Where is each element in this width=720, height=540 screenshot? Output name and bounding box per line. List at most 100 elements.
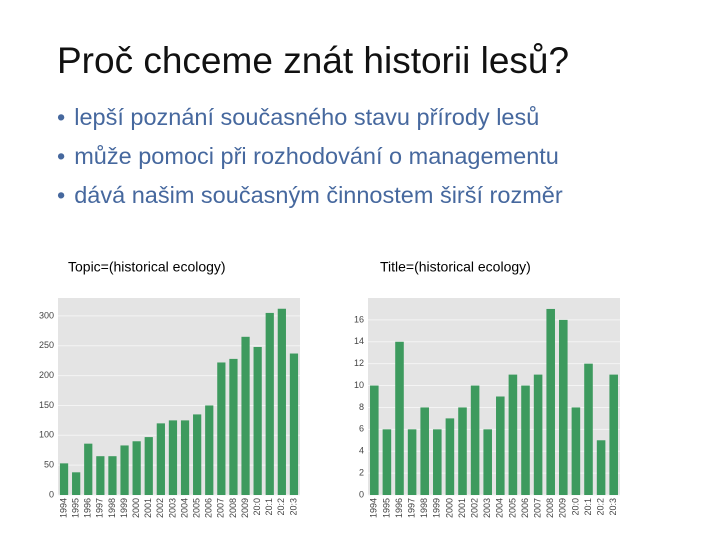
bar — [241, 336, 250, 495]
bar — [370, 385, 379, 495]
bar — [108, 456, 117, 495]
bar — [193, 414, 202, 495]
y-tick-label: 200 — [39, 370, 54, 380]
bar — [168, 420, 178, 495]
x-tick-label: 1995 — [71, 498, 81, 518]
x-tick-label: 1998 — [107, 498, 117, 518]
x-tick-label: 2006 — [204, 498, 214, 518]
x-tick-label: 2005 — [507, 498, 517, 518]
x-tick-label: 2000 — [444, 498, 454, 518]
bar — [559, 319, 568, 495]
x-tick-label: 1996 — [394, 498, 404, 518]
x-tick-label: 2002 — [155, 498, 165, 518]
y-tick-label: 4 — [359, 446, 364, 456]
y-tick-label: 16 — [354, 314, 364, 324]
bar — [407, 429, 417, 495]
x-tick-label: 20:1 — [264, 498, 274, 516]
plot-area — [368, 298, 620, 495]
x-tick-label: 1999 — [432, 498, 442, 518]
bar — [546, 308, 555, 495]
x-tick-label: 2002 — [469, 498, 479, 518]
chart-title: Topic=(historical ecology) — [68, 259, 226, 275]
bullet: může pomoci při rozhodování o management… — [57, 137, 563, 176]
x-tick-label: 2003 — [167, 498, 177, 518]
bar — [433, 429, 442, 495]
x-tick-label: 2008 — [545, 498, 555, 518]
bar — [382, 429, 392, 495]
y-tick-label: 0 — [359, 489, 364, 499]
x-tick-label: 1996 — [83, 498, 93, 518]
bar — [96, 456, 105, 495]
bar — [584, 363, 593, 495]
bar — [205, 405, 214, 495]
bar — [265, 312, 274, 495]
x-tick-label: 1995 — [381, 498, 391, 518]
bullet: lepší poznání současného stavu přírody l… — [57, 98, 563, 137]
bar — [533, 374, 543, 495]
y-tick-label: 10 — [354, 380, 364, 390]
bar — [609, 374, 618, 495]
bar — [253, 346, 262, 495]
bar — [596, 440, 606, 495]
x-tick-label: 2001 — [143, 498, 153, 518]
x-tick-label: 1999 — [119, 498, 129, 518]
x-tick-label: 2004 — [495, 498, 505, 518]
bar — [229, 358, 238, 495]
y-tick-label: 50 — [44, 460, 54, 470]
y-tick-label: 8 — [359, 402, 364, 412]
bar — [84, 443, 93, 495]
y-tick-label: 100 — [39, 430, 54, 440]
bar — [496, 396, 505, 495]
bar — [72, 472, 81, 495]
y-tick-label: 2 — [359, 467, 364, 477]
bar — [470, 385, 480, 495]
x-tick-label: 20:0 — [570, 498, 580, 516]
bar — [59, 463, 69, 495]
bar — [420, 407, 429, 495]
x-tick-label: 20:3 — [608, 498, 618, 516]
x-tick-label: 1997 — [406, 498, 416, 518]
x-tick-label: 2000 — [131, 498, 141, 518]
x-tick-label: 20:2 — [276, 498, 286, 516]
x-tick-label: 1998 — [419, 498, 429, 518]
y-tick-label: 6 — [359, 424, 364, 434]
x-tick-label: 2009 — [240, 498, 250, 518]
bar — [521, 385, 530, 495]
bullet: dává našim současným činnostem širší roz… — [57, 176, 562, 215]
x-tick-label: 2004 — [179, 498, 189, 518]
x-tick-label: 1997 — [95, 498, 105, 518]
x-tick-label: 20:2 — [595, 498, 605, 516]
bar — [180, 420, 190, 495]
y-tick-label: 150 — [39, 400, 54, 410]
bar — [395, 341, 404, 495]
bar — [277, 308, 286, 495]
bar — [508, 374, 518, 495]
bar — [120, 445, 129, 495]
x-tick-label: 2003 — [482, 498, 492, 518]
bar — [144, 437, 153, 495]
chart-title: Title=(historical ecology) — [380, 259, 531, 275]
bar — [217, 362, 226, 495]
x-tick-label: 20:1 — [583, 498, 593, 516]
y-tick-label: 300 — [39, 310, 54, 320]
bar — [458, 407, 467, 495]
x-tick-label: 2006 — [520, 498, 530, 518]
x-tick-label: 2007 — [532, 498, 542, 518]
bullet-list: lepší poznání současného stavu přírody l… — [57, 98, 563, 215]
y-tick-label: 250 — [39, 340, 54, 350]
x-tick-label: 2009 — [558, 498, 568, 518]
y-tick-label: 0 — [49, 489, 54, 499]
x-tick-label: 1994 — [58, 498, 68, 518]
bar — [483, 429, 492, 495]
bar — [571, 407, 581, 495]
x-tick-label: 20:3 — [288, 498, 298, 516]
x-tick-label: 1994 — [369, 498, 379, 518]
bar — [132, 441, 141, 495]
bar — [289, 353, 299, 495]
x-tick-label: 2001 — [457, 498, 467, 518]
y-tick-label: 14 — [354, 336, 364, 346]
bar — [445, 418, 455, 495]
y-tick-label: 12 — [354, 358, 364, 368]
